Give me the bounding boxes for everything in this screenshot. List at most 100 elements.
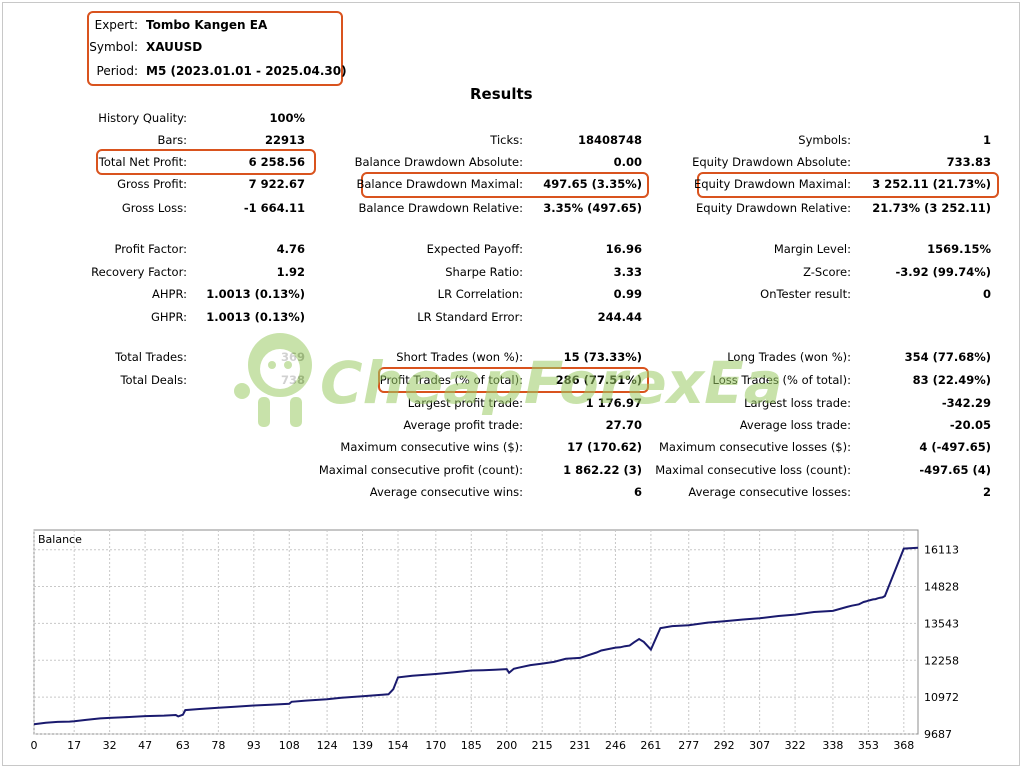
expert-info-highlight bbox=[87, 11, 343, 86]
long-trades-won-value: 354 (77.68%) bbox=[904, 350, 991, 364]
expected-payoff-label: Expected Payoff: bbox=[426, 242, 523, 256]
long-trades-won-label: Long Trades (won %): bbox=[727, 350, 851, 364]
x-tick-label: 32 bbox=[103, 739, 117, 752]
maximum-consecutive-losses-label: Maximum consecutive losses ($): bbox=[659, 440, 851, 454]
symbols-label: Symbols: bbox=[798, 133, 851, 147]
x-tick-label: 154 bbox=[388, 739, 409, 752]
x-tick-label: 215 bbox=[532, 739, 553, 752]
equity-drawdown-maximal-label: Equity Drawdown Maximal: bbox=[693, 177, 851, 191]
sharpe-ratio-label: Sharpe Ratio: bbox=[445, 265, 523, 279]
short-trades-won-value: 15 (73.33%) bbox=[563, 350, 642, 364]
expert-value: Tombo Kangen EA bbox=[146, 18, 268, 32]
x-tick-label: 47 bbox=[138, 739, 152, 752]
equity-drawdown-relative-label: Equity Drawdown Relative: bbox=[696, 201, 851, 215]
lr-standard-error-label: LR Standard Error: bbox=[417, 310, 523, 324]
average-consecutive-losses-value: 2 bbox=[982, 485, 991, 499]
gross-loss-value: -1 664.11 bbox=[243, 201, 305, 215]
recovery-factor-label: Recovery Factor: bbox=[91, 265, 187, 279]
expected-payoff-value: 16.96 bbox=[605, 242, 642, 256]
average-loss-trade-label: Average loss trade: bbox=[739, 418, 851, 432]
average-profit-trade-label: Average profit trade: bbox=[403, 418, 523, 432]
history-quality-value: 100% bbox=[269, 111, 305, 125]
maximal-consecutive-loss-count-label: Maximal consecutive loss (count): bbox=[655, 463, 851, 477]
margin-level-label: Margin Level: bbox=[773, 242, 851, 256]
symbol-value: XAUUSD bbox=[146, 40, 203, 54]
x-tick-label: 292 bbox=[714, 739, 735, 752]
z-score-label: Z-Score: bbox=[803, 265, 851, 279]
ontester-result-label: OnTester result: bbox=[760, 287, 851, 301]
average-profit-trade-value: 27.70 bbox=[605, 418, 642, 432]
balance-chart: 0 17 32 47 63 78 93 108 124 139 154 170 185 200 215 231… bbox=[31, 529, 959, 752]
lr-standard-error-value: 244.44 bbox=[597, 310, 642, 324]
balance-drawdown-highlight bbox=[361, 172, 649, 198]
average-consecutive-losses-label: Average consecutive losses: bbox=[688, 485, 851, 499]
x-tick-label: 307 bbox=[749, 739, 770, 752]
total-net-profit-value: 6 258.56 bbox=[248, 155, 305, 169]
equity-drawdown-relative-value: 21.73% (3 252.11) bbox=[872, 201, 991, 215]
history-quality-label: History Quality: bbox=[98, 111, 187, 125]
mascot-logo-icon bbox=[234, 333, 312, 427]
y-tick-label: 12258 bbox=[924, 654, 959, 667]
maximum-consecutive-losses-value: 4 (-497.65) bbox=[919, 440, 991, 454]
ticks-label: Ticks: bbox=[490, 133, 523, 147]
gross-profit-label: Gross Profit: bbox=[117, 177, 187, 191]
lr-correlation-value: 0.99 bbox=[613, 287, 642, 301]
maximum-consecutive-wins-label: Maximum consecutive wins ($): bbox=[340, 440, 523, 454]
balance-drawdown-absolute-label: Balance Drawdown Absolute: bbox=[354, 155, 523, 169]
y-tick-label: 14828 bbox=[924, 581, 959, 594]
x-tick-label: 277 bbox=[678, 739, 699, 752]
maximal-consecutive-profit-count-value: 1 862.22 (3) bbox=[563, 463, 642, 477]
chart-title: Balance bbox=[38, 533, 82, 546]
x-tick-label: 338 bbox=[822, 739, 843, 752]
x-tick-label: 93 bbox=[247, 739, 261, 752]
x-tick-label: 322 bbox=[785, 739, 806, 752]
total-net-profit-label: Total Net Profit: bbox=[98, 155, 187, 169]
short-trades-won-label: Short Trades (won %): bbox=[396, 350, 523, 364]
equity-drawdown-highlight bbox=[697, 172, 999, 198]
sharpe-ratio-value: 3.33 bbox=[613, 265, 642, 279]
bars-label: Bars: bbox=[157, 133, 187, 147]
maximum-consecutive-wins-value: 17 (170.62) bbox=[567, 440, 642, 454]
recovery-factor-value: 1.92 bbox=[276, 265, 305, 279]
balance-drawdown-relative-value: 3.35% (497.65) bbox=[543, 201, 642, 215]
profit-trades-of-total-label: Profit Trades (% of total): bbox=[379, 373, 523, 387]
balance-drawdown-absolute-value: 0.00 bbox=[613, 155, 642, 169]
x-tick-label: 63 bbox=[176, 739, 190, 752]
loss-trades-of-total-label: Loss Trades (% of total): bbox=[712, 373, 851, 387]
ghpr-value: 1.0013 (0.13%) bbox=[206, 310, 305, 324]
total-deals-label: Total Deals: bbox=[120, 373, 187, 387]
y-tick-label: 13543 bbox=[924, 617, 959, 630]
x-tick-label: 353 bbox=[858, 739, 879, 752]
y-tick-label: 9687 bbox=[924, 728, 952, 741]
largest-profit-trade-value: 1 176.97 bbox=[585, 396, 642, 410]
profit-trades-highlight bbox=[378, 367, 649, 393]
x-tick-label: 231 bbox=[570, 739, 591, 752]
symbols-value: 1 bbox=[982, 133, 991, 147]
lr-correlation-label: LR Correlation: bbox=[437, 287, 523, 301]
x-tick-label: 368 bbox=[893, 739, 914, 752]
x-tick-label: 139 bbox=[352, 739, 373, 752]
maximal-consecutive-profit-count-label: Maximal consecutive profit (count): bbox=[318, 463, 523, 477]
symbol-label: Symbol: bbox=[89, 40, 138, 54]
y-tick-label: 16113 bbox=[924, 544, 959, 557]
total-trades-label: Total Trades: bbox=[115, 350, 187, 364]
gross-profit-value: 7 922.67 bbox=[248, 177, 305, 191]
expert-label: Expert: bbox=[94, 18, 138, 32]
plot-area bbox=[33, 529, 919, 735]
balance-line bbox=[33, 546, 919, 726]
ahpr-label: AHPR: bbox=[152, 287, 187, 301]
largest-profit-trade-label: Largest profit trade: bbox=[407, 396, 523, 410]
ghpr-label: GHPR: bbox=[150, 310, 187, 324]
average-consecutive-wins-value: 6 bbox=[633, 485, 642, 499]
x-tick-label: 108 bbox=[279, 739, 300, 752]
period-value: M5 (2023.01.01 - 2025.04.30) bbox=[146, 64, 347, 78]
x-tick-label: 78 bbox=[211, 739, 225, 752]
results-title: Results bbox=[470, 85, 533, 103]
x-tick-label: 17 bbox=[67, 739, 81, 752]
equity-drawdown-absolute-label: Equity Drawdown Absolute: bbox=[692, 155, 851, 169]
largest-loss-trade-value: -342.29 bbox=[941, 396, 991, 410]
net-profit-highlight bbox=[96, 149, 316, 175]
y-tick-label: 10972 bbox=[924, 691, 959, 704]
x-tick-label: 170 bbox=[425, 739, 446, 752]
